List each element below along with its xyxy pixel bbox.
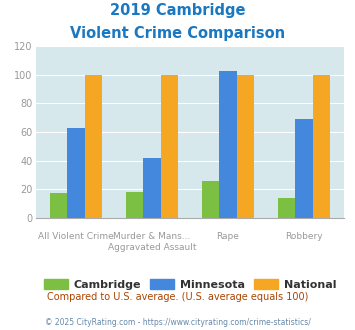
Text: All Violent Crime: All Violent Crime — [38, 232, 114, 241]
Text: © 2025 CityRating.com - https://www.cityrating.com/crime-statistics/: © 2025 CityRating.com - https://www.city… — [45, 318, 310, 327]
Bar — [295, 119, 313, 218]
Bar — [126, 192, 143, 218]
Bar — [143, 158, 160, 218]
Bar — [84, 75, 102, 218]
Text: 2019 Cambridge: 2019 Cambridge — [110, 3, 245, 18]
Bar — [50, 193, 67, 218]
Text: Compared to U.S. average. (U.S. average equals 100): Compared to U.S. average. (U.S. average … — [47, 292, 308, 302]
Text: Violent Crime Comparison: Violent Crime Comparison — [70, 26, 285, 41]
Bar — [237, 75, 254, 218]
Bar — [202, 181, 219, 218]
Bar — [278, 198, 295, 218]
Bar — [219, 71, 237, 218]
Text: Aggravated Assault: Aggravated Assault — [108, 243, 196, 252]
Text: Rape: Rape — [217, 232, 239, 241]
Bar — [160, 75, 178, 218]
Text: Murder & Mans...: Murder & Mans... — [113, 232, 191, 241]
Bar — [313, 75, 330, 218]
Text: Robbery: Robbery — [285, 232, 323, 241]
Legend: Cambridge, Minnesota, National: Cambridge, Minnesota, National — [39, 275, 341, 294]
Bar — [67, 128, 84, 218]
